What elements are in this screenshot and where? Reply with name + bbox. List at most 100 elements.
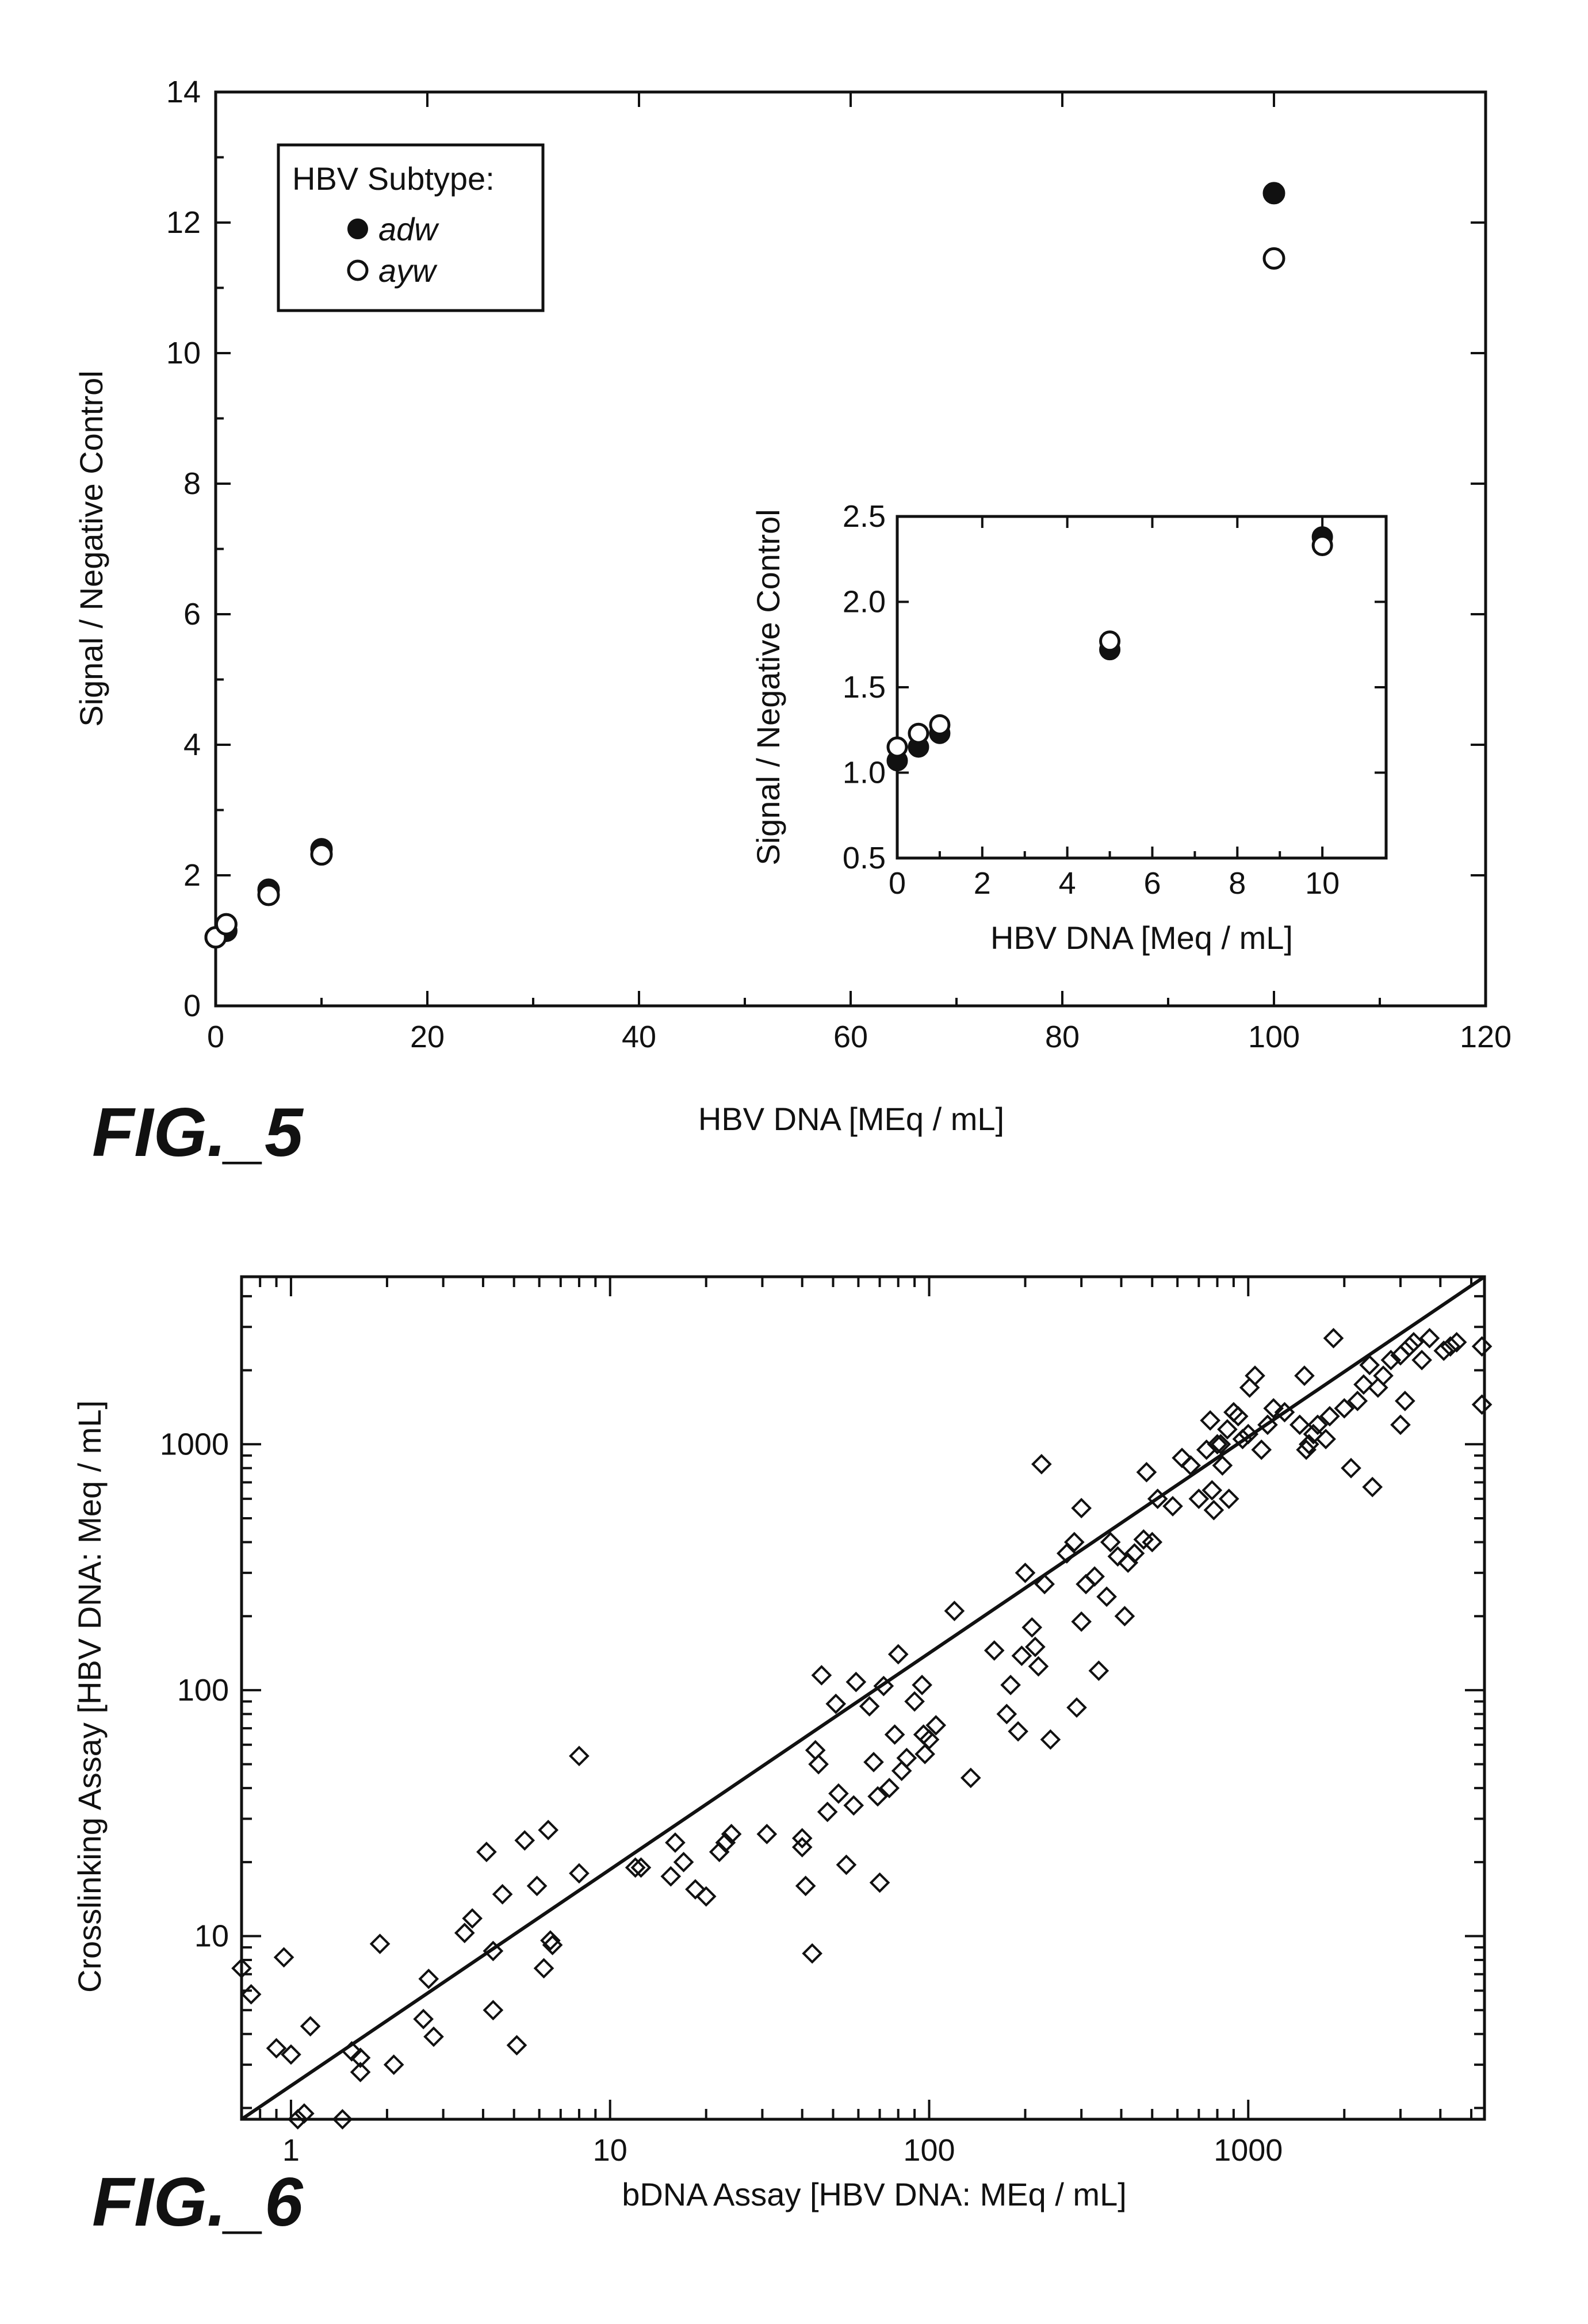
fig6-point <box>302 2017 319 2035</box>
fig6-point <box>243 1986 260 2003</box>
fig6-point <box>1033 1456 1050 1473</box>
fig6-point <box>1135 1531 1152 1548</box>
fig5-legend-entry-ayw: ayw <box>378 252 438 289</box>
fig6-point <box>1291 1416 1308 1433</box>
fig6-point <box>861 1698 878 1715</box>
fig6-point <box>1355 1376 1372 1393</box>
fig6-point <box>516 1832 533 1849</box>
fig6-point <box>1205 1502 1222 1519</box>
inset-x-tick-label: 8 <box>1229 866 1246 901</box>
inset-x-tick-label: 4 <box>1059 866 1076 901</box>
fig5-x-tick-label: 100 <box>1248 1020 1300 1054</box>
inset-y-tick-label: 2.0 <box>843 585 886 619</box>
fig5-point-ayw <box>1264 248 1284 268</box>
fig6-point <box>1342 1460 1360 1477</box>
fig6-point <box>1086 1568 1103 1585</box>
fig6-point <box>667 1834 684 1851</box>
fig5-x-tick-label: 20 <box>410 1020 445 1054</box>
fig6-point <box>810 1756 827 1773</box>
fig5-point-adw <box>1264 183 1284 203</box>
fig6-point <box>478 1843 495 1860</box>
fig5-point-ayw <box>259 885 278 905</box>
fig6-point <box>916 1745 933 1763</box>
fig6-point <box>1098 1588 1115 1605</box>
fig5-point-ayw <box>216 914 236 934</box>
fig6-point <box>687 1881 704 1898</box>
fig6-point <box>1030 1657 1047 1675</box>
fig6-point <box>886 1726 904 1743</box>
fig5-y-tick-label: 4 <box>183 728 201 762</box>
fig5-y-tick-label: 2 <box>183 858 201 893</box>
fig6-point <box>1241 1379 1258 1396</box>
fig6-point <box>508 2036 525 2054</box>
fig6-point <box>571 1747 588 1764</box>
fig6-point <box>803 1945 821 1962</box>
fig6-point <box>865 1753 882 1771</box>
inset-x-ticks: 0246810 <box>889 516 1340 901</box>
fig6-point <box>807 1741 824 1759</box>
fig6-point <box>632 1859 649 1876</box>
fig6-point <box>847 1674 864 1691</box>
fig6-point <box>1364 1479 1381 1496</box>
fig6-point <box>1042 1731 1059 1748</box>
fig6-point <box>913 1676 931 1694</box>
fig6-point <box>1246 1367 1264 1384</box>
fig6-x-tick-label: 1000 <box>1214 2133 1283 2168</box>
fig5-y-tick-label: 6 <box>183 597 201 631</box>
fig6-point <box>425 2028 442 2045</box>
fig6-point <box>1392 1416 1409 1433</box>
fig6-point <box>890 1645 907 1663</box>
fig6-y-tick-label: 10 <box>194 1919 229 1954</box>
fig6-point <box>420 1970 437 1988</box>
fig5-legend-marker-adw <box>349 220 367 238</box>
fig6-point <box>1296 1367 1313 1384</box>
fig6-y-ticks: 101001000 <box>160 1296 1484 2108</box>
fig5-legend-title: HBV Subtype: <box>292 160 495 197</box>
fig6-point <box>1073 1613 1090 1630</box>
inset-point-ayw <box>1313 536 1331 554</box>
fig6-point <box>1474 1338 1491 1355</box>
fig6-point <box>1002 1676 1019 1694</box>
inset-point-ayw <box>909 724 928 742</box>
fig6-point <box>662 1868 679 1885</box>
fig6-y-axis-label: Crosslinking Assay [HBV DNA: Meq / mL] <box>71 1400 108 1993</box>
inset-y-ticks: 0.51.01.52.02.5 <box>843 499 1386 875</box>
fig6-point <box>1396 1392 1414 1410</box>
inset-data-points <box>888 528 1331 770</box>
fig6-point <box>758 1825 775 1843</box>
fig6-point <box>535 1959 553 1977</box>
fig6-point <box>819 1804 836 1821</box>
fig6-point <box>1325 1330 1342 1347</box>
fig5-y-tick-label: 8 <box>183 466 201 501</box>
fig6-point <box>275 1948 293 1966</box>
fig6-point <box>415 2011 432 2028</box>
fig6-point <box>827 1695 844 1713</box>
inset-x-tick-label: 10 <box>1305 866 1340 901</box>
fig6-point <box>1413 1351 1430 1369</box>
fig6-x-axis-label: bDNA Assay [HBV DNA: MEq / mL] <box>622 2176 1127 2212</box>
fig5-legend-marker-ayw <box>349 261 367 280</box>
fig5-x-axis-label: HBV DNA [MEq / mL] <box>698 1101 1004 1137</box>
fig6-point <box>1253 1441 1270 1458</box>
fig6-x-tick-label: 10 <box>593 2133 627 2168</box>
inset-x-tick-label: 0 <box>889 866 906 901</box>
fig5-x-tick-label: 80 <box>1045 1020 1080 1054</box>
fig5-y-axis-label: Signal / Negative Control <box>73 370 109 726</box>
fig6-point <box>906 1693 923 1710</box>
fig6-point <box>813 1667 830 1684</box>
fig6-chart: 1101001000 101001000 bDNA Assay [HBV DNA… <box>71 1277 1491 2241</box>
fig5-label: FIG._5 <box>92 1094 304 1171</box>
fig6-point <box>372 1935 389 1952</box>
fig6-point <box>1220 1490 1238 1507</box>
fig5-x-tick-label: 0 <box>207 1020 224 1054</box>
fig6-point <box>871 1874 889 1892</box>
fig6-point <box>1068 1699 1085 1716</box>
fig6-point <box>1073 1499 1090 1517</box>
fig5-y-tick-label: 0 <box>183 989 201 1023</box>
fig5-legend-entry-adw: adw <box>378 211 439 247</box>
fig6-point <box>529 1877 546 1894</box>
fig6-fit-line <box>242 1277 1484 2119</box>
inset-y-tick-label: 2.5 <box>843 499 886 534</box>
inset-y-tick-label: 1.0 <box>843 756 886 790</box>
fig6-point <box>845 1797 862 1814</box>
